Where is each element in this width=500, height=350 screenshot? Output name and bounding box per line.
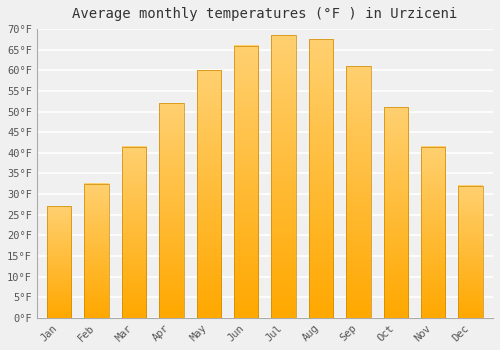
Bar xyxy=(309,39,333,318)
Bar xyxy=(346,66,370,318)
Bar xyxy=(234,46,258,318)
Bar xyxy=(458,186,483,318)
Bar xyxy=(272,35,296,318)
Bar xyxy=(47,206,72,318)
Title: Average monthly temperatures (°F ) in Urziceni: Average monthly temperatures (°F ) in Ur… xyxy=(72,7,458,21)
Bar xyxy=(122,147,146,318)
Bar xyxy=(384,107,408,318)
Bar xyxy=(196,70,221,318)
Bar xyxy=(160,103,184,318)
Bar xyxy=(84,184,109,318)
Bar xyxy=(421,147,446,318)
